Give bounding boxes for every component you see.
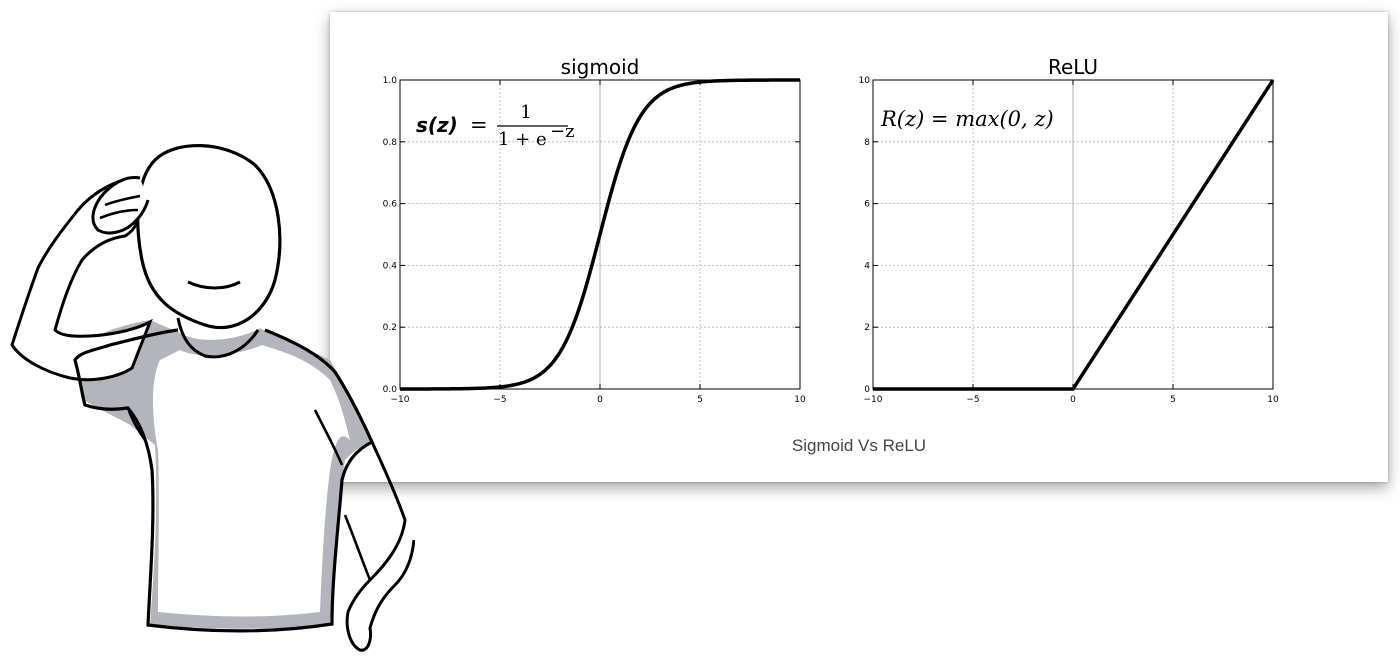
hip-arm-inner (343, 514, 372, 581)
figure-caption: Sigmoid Vs ReLU (791, 436, 927, 455)
sigmoid-formula-denominator: 1 + e (498, 129, 547, 150)
sigmoid-xtick-label-2: 0 (597, 395, 603, 405)
shirt-outline (73, 328, 375, 633)
sigmoid-formula-lhs: s(z) (416, 113, 458, 137)
mouth (187, 280, 241, 290)
relu-formula: R(z) = max(0, z) (880, 107, 1054, 131)
relu-ytick-label-2: 4 (864, 261, 870, 271)
sigmoid-ytick-label-3: 0.6 (383, 200, 398, 210)
relu-xtick-label-1: −5 (966, 395, 979, 405)
sigmoid-ytick-label-1: 0.2 (383, 323, 397, 333)
figure-card: −10 −5 0 5 10 0.0 0.2 0.4 0.6 0.8 1.0 sigmoid s(z) = 1… (330, 12, 1388, 482)
relu-ytick-label-3: 6 (864, 200, 870, 210)
sigmoid-title: sigmoid (561, 55, 640, 79)
sigmoid-formula-numerator: 1 (520, 102, 531, 123)
sleeve-seam (313, 409, 344, 466)
sigmoid-ytick-label-4: 0.8 (383, 138, 398, 148)
relu-xtick-label-4: 10 (1267, 395, 1279, 405)
head (136, 143, 282, 330)
relu-xtick-label-0: −10 (864, 395, 883, 405)
sigmoid-ytick-label-0: 0.0 (383, 385, 398, 395)
hip-arm (345, 441, 415, 652)
armpit-line (126, 407, 147, 441)
sigmoid-ytick-label-2: 0.4 (383, 261, 398, 271)
sigmoid-formula-exponent: −z (550, 121, 575, 142)
finger-lines (99, 194, 141, 220)
sigmoid-xtick-label-3: 5 (697, 395, 703, 405)
hand (91, 175, 150, 235)
sigmoid-formula-equals: = (470, 113, 488, 137)
relu-ytick-label-4: 8 (864, 138, 870, 148)
sigmoid-ytick-label-5: 1.0 (383, 76, 398, 86)
relu-ytick-label-0: 0 (864, 385, 870, 395)
relu-title: ReLU (1048, 55, 1098, 79)
sigmoid-xtick-label-0: −10 (391, 395, 410, 405)
relu-ytick-label-1: 2 (864, 323, 870, 333)
relu-series-line-0 (873, 79, 1275, 391)
sigmoid-xtick-label-1: −5 (493, 395, 506, 405)
sigmoid-xtick-label-4: 10 (794, 395, 806, 405)
relu-xtick-label-2: 0 (1070, 395, 1076, 405)
relu-ytick-label-5: 10 (859, 76, 871, 86)
sigmoid-series-line-0 (399, 78, 801, 391)
relu-xtick-label-3: 5 (1170, 395, 1176, 405)
neck (176, 317, 260, 359)
confused-person-scratching-head-icon (10, 143, 415, 652)
shirt-inner (153, 345, 350, 617)
